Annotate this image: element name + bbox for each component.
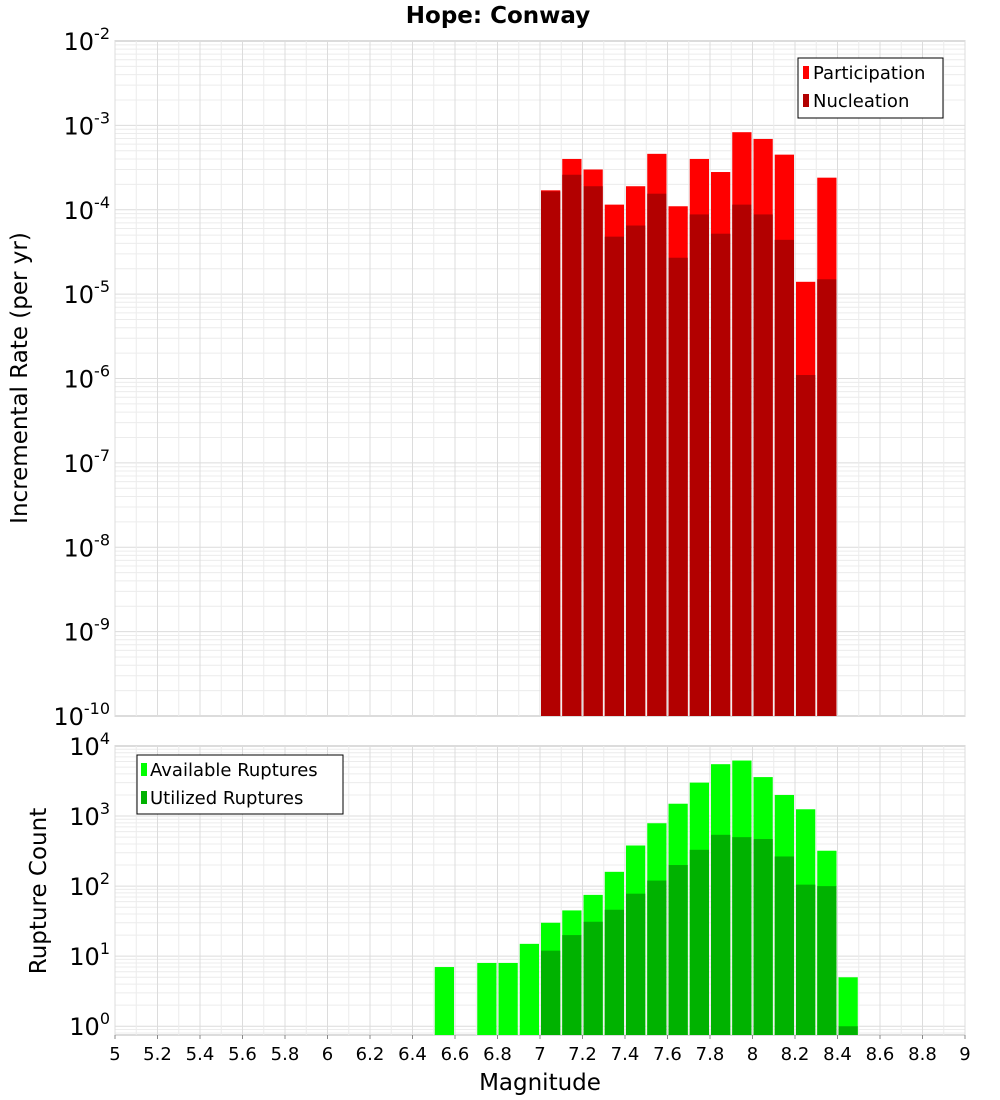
x-tick-label: 8.6 (866, 1044, 895, 1065)
bottom-bars (434, 760, 858, 1035)
bottom-bar-series2-13 (732, 837, 752, 1035)
x-tick-label: 7.6 (653, 1044, 682, 1065)
top-y-ticks: 10-2 10-3 10-4 10-5 10-6 10-7 10-8 10-9 10-10 (53, 24, 110, 731)
utilized-legend-swatch (141, 791, 147, 804)
bottom-bar-series2-4 (541, 950, 561, 1035)
x-tick-label: 6.2 (356, 1044, 385, 1065)
top-y-tick-label: 10-6 (64, 362, 111, 394)
top-bar-series2-10 (753, 214, 773, 716)
bottom-bar-series2-17 (817, 886, 837, 1035)
top-bar-series2-9 (732, 204, 752, 716)
top-bar-series2-3 (604, 236, 624, 716)
top-y-tick-label: 10-9 (64, 615, 111, 647)
bottom-bar-series2-7 (604, 909, 624, 1035)
bottom-bar-series1-1 (477, 962, 497, 1035)
top-bar-series2-8 (711, 233, 731, 716)
bottom-y-tick-label: 104 (69, 729, 110, 761)
x-tick-label: 6 (322, 1044, 333, 1065)
x-tick-label: 7 (534, 1044, 545, 1065)
bottom-panel: 104 103 102 101 100 Rupture Count Available … (26, 729, 971, 1096)
top-bar-series2-0 (541, 191, 561, 716)
x-tick-label: 8.4 (823, 1044, 852, 1065)
participation-legend-label: Participation (813, 63, 925, 84)
x-tick-label: 5.2 (143, 1044, 172, 1065)
top-y-tick-label: 10-10 (53, 699, 110, 731)
bottom-legend: Available Ruptures Utilized Ruptures (136, 754, 344, 815)
top-y-tick-label: 10-4 (64, 193, 111, 225)
x-tick-label: 8.2 (781, 1044, 810, 1065)
x-tick-label: 7.4 (611, 1044, 640, 1065)
bottom-legend-box (136, 754, 344, 815)
bottom-y-tick-label: 101 (69, 939, 110, 971)
top-bar-series2-13 (817, 279, 837, 716)
top-bars (541, 132, 837, 717)
bottom-bar-series2-16 (796, 884, 816, 1035)
bottom-bar-series1-18 (838, 977, 858, 1035)
top-bar-series2-12 (796, 375, 816, 716)
top-grid (114, 41, 966, 716)
nucleation-legend-swatch (803, 94, 809, 107)
top-legend-box (797, 57, 944, 119)
x-tick-label: 8.8 (908, 1044, 937, 1065)
top-bar-series2-1 (562, 174, 582, 717)
top-bar-series2-7 (689, 214, 709, 716)
x-tick-label: 7.2 (568, 1044, 597, 1065)
x-tick-label: 6.4 (398, 1044, 427, 1065)
top-legend: Participation Nucleation (797, 57, 944, 119)
bottom-y-axis-label: Rupture Count (26, 808, 52, 974)
x-tick-label: 5.8 (271, 1044, 300, 1065)
x-tick-label: 7.8 (696, 1044, 725, 1065)
available-legend-label: Available Ruptures (150, 760, 318, 781)
x-tick-label: 5.4 (186, 1044, 215, 1065)
x-tick-label: 5.6 (228, 1044, 257, 1065)
top-y-tick-label: 10-2 (64, 24, 111, 56)
top-bar-series2-2 (583, 186, 603, 717)
bottom-bar-series2-14 (753, 839, 773, 1035)
bottom-y-tick-label: 100 (69, 1009, 110, 1041)
top-y-tick-label: 10-7 (64, 446, 111, 478)
bottom-bar-series2-9 (647, 880, 667, 1035)
bottom-bar-series2-18 (838, 1026, 858, 1035)
bottom-bar-series2-11 (689, 849, 709, 1035)
top-y-tick-label: 10-3 (64, 108, 111, 140)
top-bar-series2-6 (668, 257, 688, 716)
bottom-bar-series2-10 (668, 865, 688, 1035)
top-bar-series2-4 (626, 225, 646, 717)
bottom-y-tick-label: 102 (69, 869, 110, 901)
top-y-tick-label: 10-5 (64, 277, 111, 309)
nucleation-legend-label: Nucleation (813, 91, 909, 112)
top-panel: 10-2 10-3 10-4 10-5 10-6 10-7 10-8 10-9 10-10 In… (7, 24, 966, 731)
x-axis-label: Magnitude (479, 1070, 601, 1096)
chart-title: Hope: Conway (406, 3, 590, 29)
bottom-bar-series2-8 (626, 893, 646, 1035)
x-tick-label: 6.6 (441, 1044, 470, 1065)
bottom-bar-series1-0 (434, 967, 454, 1035)
bottom-y-ticks: 104 103 102 101 100 (69, 729, 110, 1041)
available-legend-swatch (141, 763, 147, 776)
x-tick-label: 5 (109, 1044, 120, 1065)
bottom-bar-series2-5 (562, 935, 582, 1035)
bottom-y-tick-label: 103 (69, 799, 110, 831)
utilized-legend-label: Utilized Ruptures (150, 788, 303, 809)
top-y-axis-label: Incremental Rate (per yr) (7, 232, 33, 524)
x-ticks: 5 5.2 5.4 5.6 5.8 6 6.2 6.4 6.6 6.8 7 7.2 7.4 7.6 7.8 8… (109, 1035, 971, 1065)
participation-legend-swatch (803, 66, 809, 79)
top-bar-series2-11 (774, 239, 794, 716)
bottom-bar-series2-15 (774, 856, 794, 1035)
bottom-bar-series2-6 (583, 921, 603, 1035)
bottom-bar-series1-3 (519, 943, 539, 1035)
top-y-tick-label: 10-8 (64, 530, 111, 562)
x-tick-label: 8 (747, 1044, 758, 1065)
top-bar-series2-5 (647, 193, 667, 716)
bottom-bar-series2-12 (711, 834, 731, 1035)
bottom-bar-series1-2 (498, 962, 518, 1035)
x-tick-label: 6.8 (483, 1044, 512, 1065)
x-tick-label: 9 (959, 1044, 970, 1065)
